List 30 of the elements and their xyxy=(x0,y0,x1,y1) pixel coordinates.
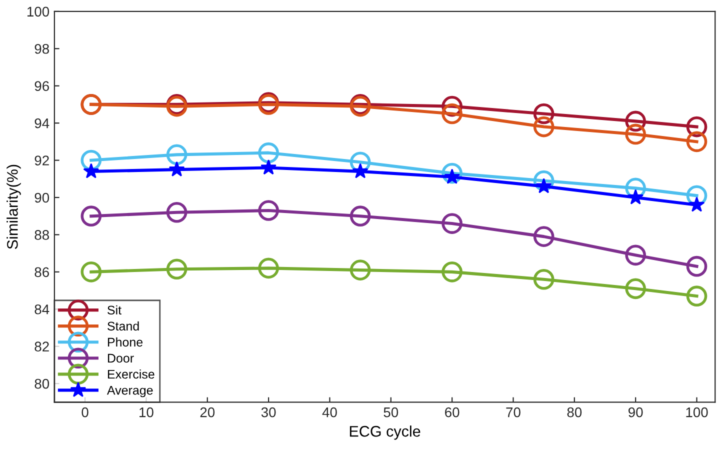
y-tick-label: 94 xyxy=(34,118,50,128)
y-tick-label: 88 xyxy=(34,230,49,240)
y-tick-label: 98 xyxy=(34,44,49,54)
x-tick-label: 60 xyxy=(445,407,460,418)
legend-label: Average xyxy=(106,386,153,398)
x-tick-label: 10 xyxy=(140,407,154,418)
x-tick-label: 90 xyxy=(628,407,643,418)
x-tick-label: 40 xyxy=(322,407,337,418)
x-axis-title: ECG cycle xyxy=(350,426,420,440)
legend-label: Phone xyxy=(108,337,143,347)
x-tick-label: 50 xyxy=(384,407,398,418)
legend-label: Door xyxy=(108,354,134,363)
y-tick-label: 92 xyxy=(34,156,49,166)
legend-label: Stand xyxy=(108,321,139,331)
legend-label: Sit xyxy=(108,305,122,315)
legend-label: Exercise xyxy=(108,369,154,379)
y-tick-label: 96 xyxy=(34,81,49,92)
x-tick-label: 70 xyxy=(506,407,520,418)
y-tick-label: 86 xyxy=(34,267,49,278)
y-tick-label: 100 xyxy=(27,6,50,17)
x-tick-label: 0 xyxy=(82,407,88,418)
x-tick-label: 100 xyxy=(686,407,708,418)
y-axis-title: Similarity(%) xyxy=(6,164,21,249)
y-tick-label: 80 xyxy=(34,378,50,389)
y-tick-label: 82 xyxy=(34,342,49,352)
x-tick-label: 30 xyxy=(261,407,276,418)
y-tick-label: 90 xyxy=(34,192,50,203)
x-tick-label: 80 xyxy=(567,407,582,418)
y-tick-label: 84 xyxy=(34,304,50,314)
x-tick-label: 20 xyxy=(200,407,215,418)
